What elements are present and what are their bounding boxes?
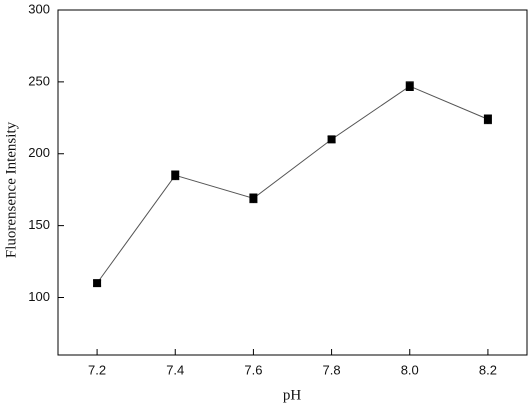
marker	[249, 194, 258, 203]
y-tick-label: 250	[28, 73, 50, 88]
marker	[171, 171, 180, 180]
y-tick-label: 200	[28, 145, 50, 160]
y-tick-label: 300	[28, 1, 50, 16]
x-tick-label: 7.4	[166, 362, 184, 377]
x-tick-label: 7.6	[244, 362, 262, 377]
y-tick-label: 150	[28, 217, 50, 232]
marker	[405, 82, 414, 91]
x-axis-label: pH	[283, 387, 302, 403]
marker	[93, 279, 102, 288]
x-tick-label: 8.0	[401, 362, 419, 377]
plot-frame	[57, 9, 528, 356]
y-tick-label: 100	[28, 289, 50, 304]
marker	[327, 135, 336, 144]
y-axis-label: Fluorensence Intensity	[3, 121, 19, 258]
x-tick-label: 7.2	[88, 362, 106, 377]
x-tick-label: 7.8	[323, 362, 341, 377]
marker	[483, 115, 492, 124]
x-tick-label: 8.2	[479, 362, 497, 377]
series-line	[96, 85, 489, 284]
